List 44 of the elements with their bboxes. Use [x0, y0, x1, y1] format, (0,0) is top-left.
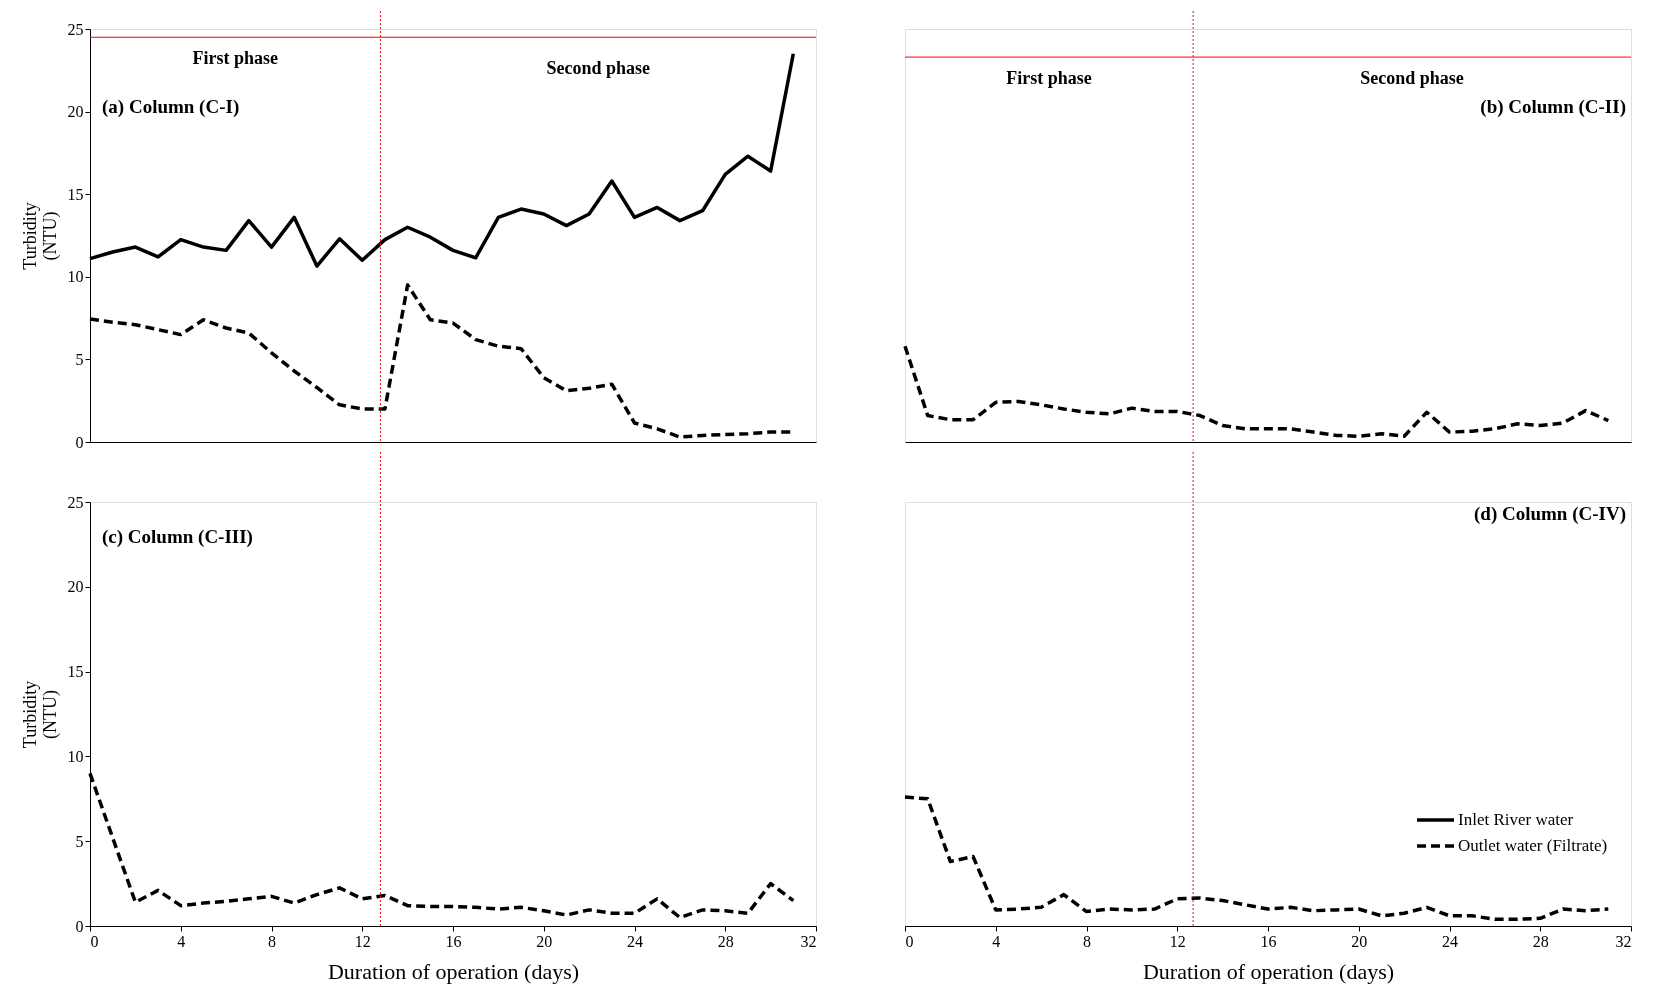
x-tick-label: 28 [717, 932, 734, 950]
x-tick-label: 16 [445, 932, 462, 950]
y-axis-title: Turbidity (NTU) [19, 680, 61, 749]
x-tick-label: 20 [1351, 932, 1368, 950]
y-tick-label: 10 [67, 268, 84, 286]
x-tick-label: 28 [1532, 932, 1549, 950]
y-tick-label: 15 [67, 663, 84, 681]
legend-label: Inlet River water [1458, 810, 1574, 830]
y-tick-label: 25 [67, 20, 84, 38]
annotation: First phase [1006, 68, 1092, 88]
annotation: Second phase [1360, 68, 1464, 88]
x-tick-label: 12 [1169, 932, 1186, 950]
y-tick-label: 0 [75, 917, 84, 935]
text: (c) Column (C-III) [102, 526, 253, 548]
y-axis-title: Turbidity (NTU) [19, 202, 61, 270]
x-tick-label: 24 [1442, 932, 1458, 950]
chart-title: (d) Column (C-IV) [1474, 503, 1626, 525]
y-tick-label: 20 [67, 103, 84, 121]
x-tick-label: 4 [992, 932, 1001, 950]
x-tick-label: 20 [536, 932, 553, 950]
y-tick-label: 5 [75, 350, 84, 368]
x-tick-label: 32 [800, 932, 817, 950]
x-tick-label: 0 [90, 932, 99, 950]
y-tick-label: 10 [67, 747, 84, 765]
x-tick-label: 0 [905, 932, 914, 950]
y-tick-label: 0 [75, 433, 84, 451]
y-tick-label: 5 [75, 832, 84, 850]
text: (a) Column (C-I) [102, 96, 240, 118]
x-axis-title: Duration of operation (days) [1142, 958, 1395, 984]
annotation: Second phase [546, 58, 650, 78]
x-tick-label: 12 [354, 932, 371, 950]
x-tick-label: 8 [268, 932, 276, 950]
legend-label: Outlet water (Filtrate) [1458, 836, 1608, 856]
y-tick-label: 15 [67, 185, 84, 203]
annotation: First phase [192, 48, 278, 68]
y-tick-label: 20 [67, 578, 84, 596]
text: (b) Column (C-II) [1480, 96, 1626, 118]
x-tick-label: 32 [1615, 932, 1632, 950]
x-tick-label: 24 [627, 932, 643, 950]
x-axis-title: Duration of operation (days) [327, 958, 580, 984]
x-tick-label: 16 [1260, 932, 1277, 950]
x-tick-label: 4 [177, 932, 186, 950]
x-tick-label: 8 [1083, 932, 1091, 950]
y-tick-label: 25 [67, 493, 84, 511]
